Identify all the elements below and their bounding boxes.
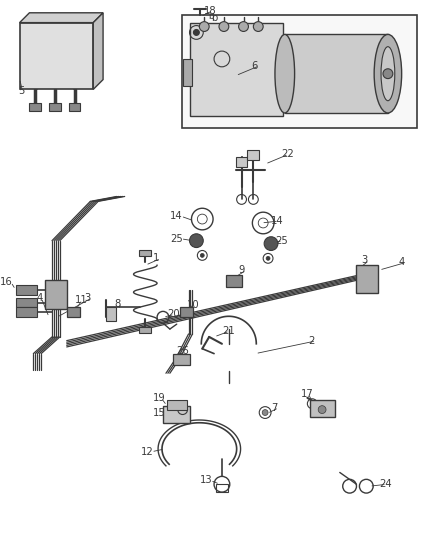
Text: 3: 3 (361, 255, 367, 265)
Circle shape (262, 409, 268, 416)
Text: 23: 23 (383, 61, 396, 71)
Bar (49, 103, 61, 111)
Bar (180, 308, 194, 317)
Bar (183, 59, 192, 86)
Circle shape (199, 22, 209, 31)
Text: 18: 18 (204, 6, 217, 16)
Text: 17: 17 (300, 389, 313, 399)
Bar (285, 35, 388, 113)
Bar (16, 285, 37, 295)
Bar (216, 484, 228, 492)
Bar (20, 22, 93, 90)
Bar (226, 275, 242, 287)
Text: b: b (208, 12, 214, 21)
Bar (182, 15, 417, 128)
Bar (139, 251, 151, 256)
Text: 10: 10 (187, 300, 199, 310)
Bar (16, 297, 37, 308)
Polygon shape (20, 13, 103, 22)
Circle shape (219, 22, 229, 31)
Text: 21: 21 (222, 326, 235, 336)
Text: 19: 19 (153, 393, 166, 403)
Bar (190, 22, 283, 116)
Circle shape (253, 22, 263, 31)
Text: 12: 12 (141, 447, 153, 457)
Text: 4: 4 (399, 257, 405, 267)
Polygon shape (93, 13, 103, 90)
Text: 20: 20 (167, 309, 180, 319)
Text: 13: 13 (199, 475, 212, 486)
Bar (69, 103, 81, 111)
Text: 25: 25 (170, 233, 183, 244)
Text: 9: 9 (239, 265, 245, 275)
Text: 14: 14 (170, 211, 183, 221)
Text: 25: 25 (275, 236, 288, 246)
Bar (357, 265, 378, 293)
Bar (67, 308, 81, 317)
Text: 24: 24 (379, 479, 392, 489)
Text: 8: 8 (114, 298, 120, 309)
Bar (236, 157, 247, 167)
Text: 7: 7 (271, 402, 277, 413)
Ellipse shape (275, 35, 295, 113)
Text: 2: 2 (308, 336, 315, 346)
Text: 14: 14 (271, 216, 284, 226)
Circle shape (383, 69, 393, 78)
Text: 11: 11 (74, 295, 87, 304)
Bar (163, 406, 191, 423)
Text: 22: 22 (281, 149, 293, 159)
Bar (167, 400, 187, 409)
Circle shape (239, 22, 248, 31)
Circle shape (200, 253, 204, 257)
Ellipse shape (381, 47, 395, 101)
Circle shape (264, 237, 278, 251)
Text: b: b (211, 13, 217, 23)
Bar (139, 327, 151, 333)
Ellipse shape (374, 35, 402, 113)
Text: 15: 15 (153, 408, 166, 417)
Bar (16, 308, 37, 317)
Text: 4: 4 (37, 293, 43, 303)
Circle shape (318, 406, 326, 414)
Text: 6: 6 (251, 61, 258, 71)
Bar (173, 353, 191, 366)
Bar (310, 400, 335, 417)
Bar (247, 150, 259, 160)
Text: 3: 3 (85, 293, 91, 303)
Text: 16: 16 (0, 277, 13, 287)
Circle shape (266, 256, 270, 260)
Text: 5: 5 (18, 86, 25, 96)
Circle shape (194, 29, 199, 35)
Bar (45, 280, 67, 310)
Circle shape (190, 234, 203, 247)
Text: 26: 26 (177, 346, 190, 356)
Bar (29, 103, 41, 111)
Text: 1: 1 (153, 253, 159, 263)
Bar (106, 308, 116, 321)
